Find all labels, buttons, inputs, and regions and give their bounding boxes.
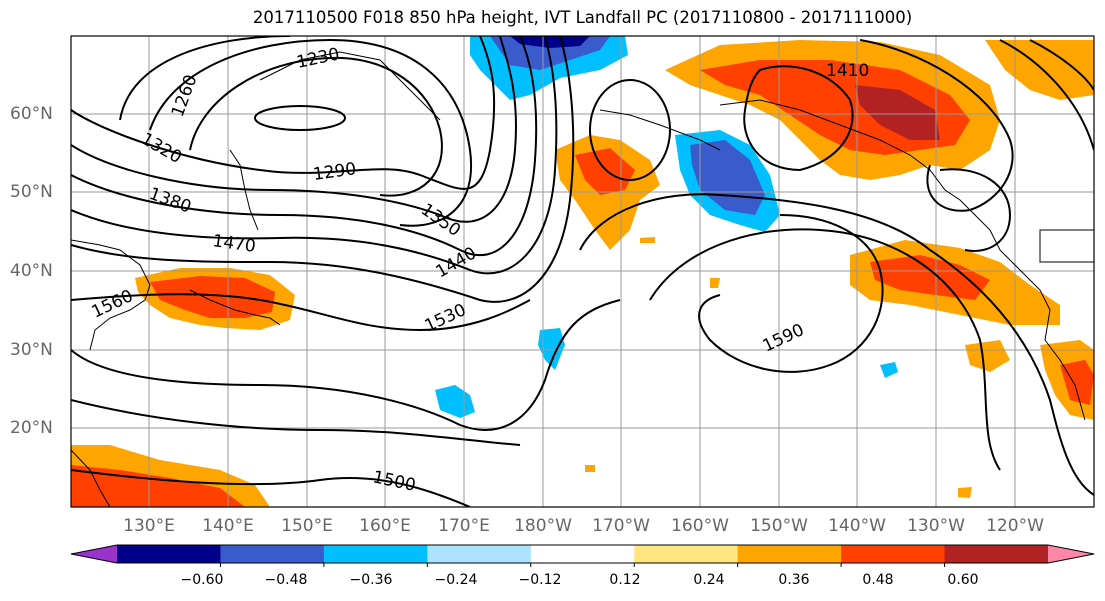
colorbar-extend-low — [71, 545, 117, 563]
x-tick-label: 160°E — [359, 516, 411, 536]
colorbar-tick-label: −0.60 — [180, 572, 224, 588]
colorbar-tick-label: 0.36 — [778, 572, 810, 588]
colorbar-segment — [530, 545, 635, 563]
colorbar-segment — [737, 545, 842, 563]
colorbar-tick-label: −0.24 — [434, 572, 478, 588]
colorbar-outline — [70, 544, 1095, 564]
colorbar-segment — [117, 545, 221, 563]
x-tick-label: 170°W — [592, 516, 650, 536]
x-tick-label: 130°W — [907, 516, 965, 536]
colorbar-tick-label: 0.24 — [693, 572, 725, 588]
colorbar-tick-label: −0.36 — [349, 572, 393, 588]
colorbar-segment — [323, 545, 428, 563]
colorbar-segment — [944, 545, 1049, 563]
x-tick-label: 130°E — [123, 516, 175, 536]
x-tick-label: 150°W — [750, 516, 808, 536]
height-contours — [71, 36, 1094, 507]
x-tick-label: 150°E — [281, 516, 333, 536]
colorbar-segment — [841, 545, 946, 563]
x-tick-label: 180°W — [514, 516, 572, 536]
y-tick-label: 40°N — [10, 261, 53, 281]
x-tick-label: 140°W — [828, 516, 886, 536]
x-tick-label: 140°E — [202, 516, 254, 536]
colorbar-segment — [427, 545, 532, 563]
grid-lines — [71, 36, 1094, 507]
colorbar-extend-high — [1048, 545, 1094, 563]
contour-label: 1410 — [826, 61, 869, 81]
map-frame — [70, 35, 1095, 508]
colorbar-tick-label: 0.60 — [947, 572, 979, 588]
y-tick-label: 20°N — [10, 418, 53, 438]
colorbar-tick-label: −0.12 — [518, 572, 562, 588]
colorbar-tick-label: 0.12 — [609, 572, 641, 588]
colorbar-tick-label: −0.48 — [264, 572, 308, 588]
y-tick-label: 50°N — [10, 182, 53, 202]
x-tick-label: 170°E — [438, 516, 490, 536]
colorbar-tick-label: 0.48 — [862, 572, 894, 588]
x-tick-label: 160°W — [671, 516, 729, 536]
colorbar-segment — [220, 545, 325, 563]
ivt-shading — [71, 36, 1094, 507]
x-tick-label: 120°W — [986, 516, 1044, 536]
colorbar — [70, 544, 1095, 567]
map-title: 2017110500 F018 850 hPa height, IVT Land… — [252, 8, 913, 27]
y-tick-label: 60°N — [10, 104, 53, 124]
colorbar-segment — [634, 545, 739, 563]
y-tick-label: 30°N — [10, 340, 53, 360]
